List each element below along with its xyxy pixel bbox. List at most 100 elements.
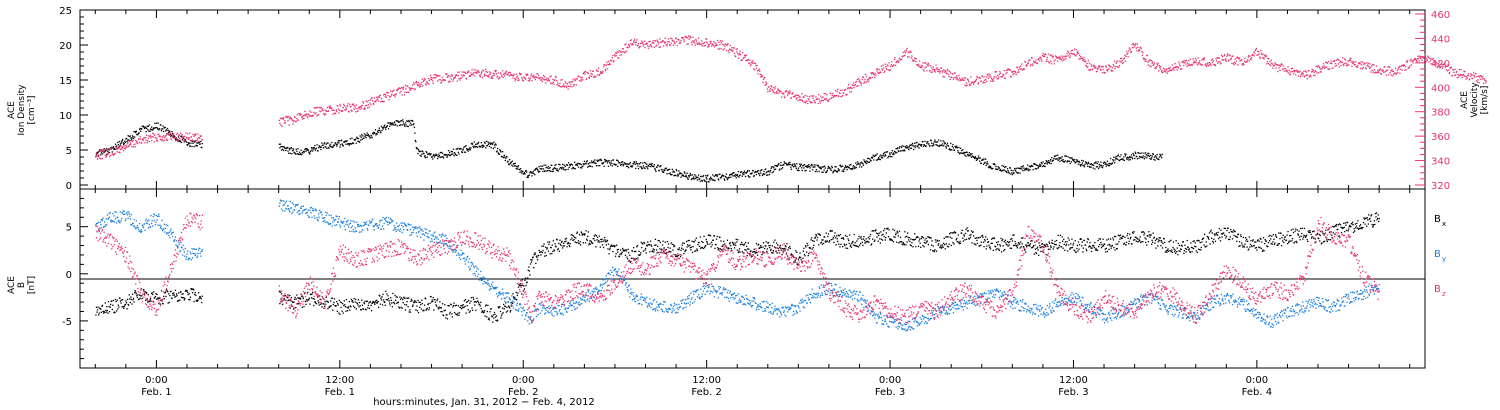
density-point [1032, 169, 1034, 171]
bx-point [404, 303, 406, 306]
velocity-point [1306, 78, 1308, 80]
velocity-point [290, 117, 292, 119]
density-point [278, 143, 280, 145]
density-point [570, 163, 572, 165]
density-point [686, 172, 688, 174]
density-point [923, 144, 926, 147]
bx-point [308, 297, 310, 299]
velocity-point [689, 35, 691, 37]
velocity-point [875, 68, 878, 70]
density-point [445, 154, 447, 156]
velocity-point [343, 103, 345, 105]
velocity-point [1425, 57, 1427, 59]
velocity-point [1300, 76, 1302, 78]
velocity-point [694, 42, 696, 44]
velocity-point [669, 44, 671, 47]
density-point [494, 143, 497, 145]
velocity-point [471, 69, 473, 71]
velocity-point [1264, 56, 1266, 58]
velocity-point [521, 76, 523, 79]
velocity-point [645, 43, 647, 45]
density-point [461, 151, 463, 154]
density-point [456, 154, 458, 156]
velocity-point [674, 43, 676, 45]
velocity-point [631, 44, 633, 46]
density-point [846, 169, 848, 171]
velocity-point [1020, 65, 1022, 67]
velocity-point [596, 74, 599, 76]
density-point [528, 174, 530, 176]
velocity-point [349, 103, 351, 105]
velocity-point [1283, 70, 1285, 72]
velocity-point [739, 50, 741, 52]
bx-point [123, 307, 125, 309]
bx-point [418, 301, 420, 303]
velocity-point [1396, 69, 1398, 71]
velocity-point [135, 139, 137, 142]
velocity-point [1402, 65, 1404, 67]
velocity-point [1438, 61, 1440, 63]
density-point [1066, 161, 1068, 163]
velocity-point [1078, 58, 1080, 60]
density-point [99, 149, 101, 151]
velocity-point [1478, 82, 1480, 84]
velocity-point [549, 76, 551, 78]
velocity-point [1429, 60, 1432, 62]
velocity-point [196, 138, 199, 140]
velocity-point [620, 53, 623, 56]
velocity-point [411, 87, 413, 89]
velocity-point [943, 69, 945, 71]
density-point [583, 163, 585, 166]
density-point [1142, 155, 1145, 157]
density-point [990, 167, 992, 169]
velocity-point [1060, 55, 1062, 57]
velocity-point [902, 56, 904, 58]
bx-point [506, 310, 509, 312]
bx-point [191, 292, 194, 294]
velocity-point [754, 62, 756, 65]
density-point [403, 123, 405, 125]
velocity-point [1225, 60, 1228, 62]
density-point [1115, 155, 1117, 158]
velocity-point [940, 67, 942, 69]
bx-point [425, 298, 427, 300]
bx-point [283, 299, 285, 301]
bx-point [279, 291, 282, 293]
density-point [1072, 159, 1075, 161]
velocity-point [759, 73, 761, 76]
density-point [511, 164, 513, 166]
density-point [338, 140, 340, 142]
density-point [600, 158, 602, 160]
bx-point [417, 299, 419, 302]
bx-point [463, 300, 465, 302]
bx-point [392, 292, 394, 295]
density-point [385, 126, 387, 128]
velocity-point [1137, 46, 1139, 48]
velocity-point [451, 75, 453, 77]
bfield-tick-label: 5 [66, 223, 72, 234]
bx-point [139, 297, 141, 300]
density-point [806, 166, 808, 168]
velocity-point [897, 59, 899, 62]
density-point [429, 154, 431, 156]
velocity-point [554, 75, 557, 78]
bx-point [191, 288, 193, 291]
bx-point [517, 292, 519, 294]
density-point [809, 170, 811, 172]
density-point [556, 169, 558, 171]
bx-point [319, 298, 321, 300]
density-point [822, 166, 825, 168]
velocity-point [664, 37, 666, 39]
bx-point [119, 297, 121, 299]
density-point [917, 145, 919, 147]
velocity-point [618, 57, 620, 59]
velocity-point [862, 76, 865, 78]
bx-point [149, 299, 151, 301]
velocity-tick-label: 440 [1431, 34, 1450, 45]
bx-point [302, 297, 304, 300]
velocity-point [775, 92, 777, 94]
velocity-point [670, 37, 672, 39]
density-point [388, 122, 390, 124]
density-point [560, 167, 562, 169]
velocity-point [576, 78, 578, 80]
